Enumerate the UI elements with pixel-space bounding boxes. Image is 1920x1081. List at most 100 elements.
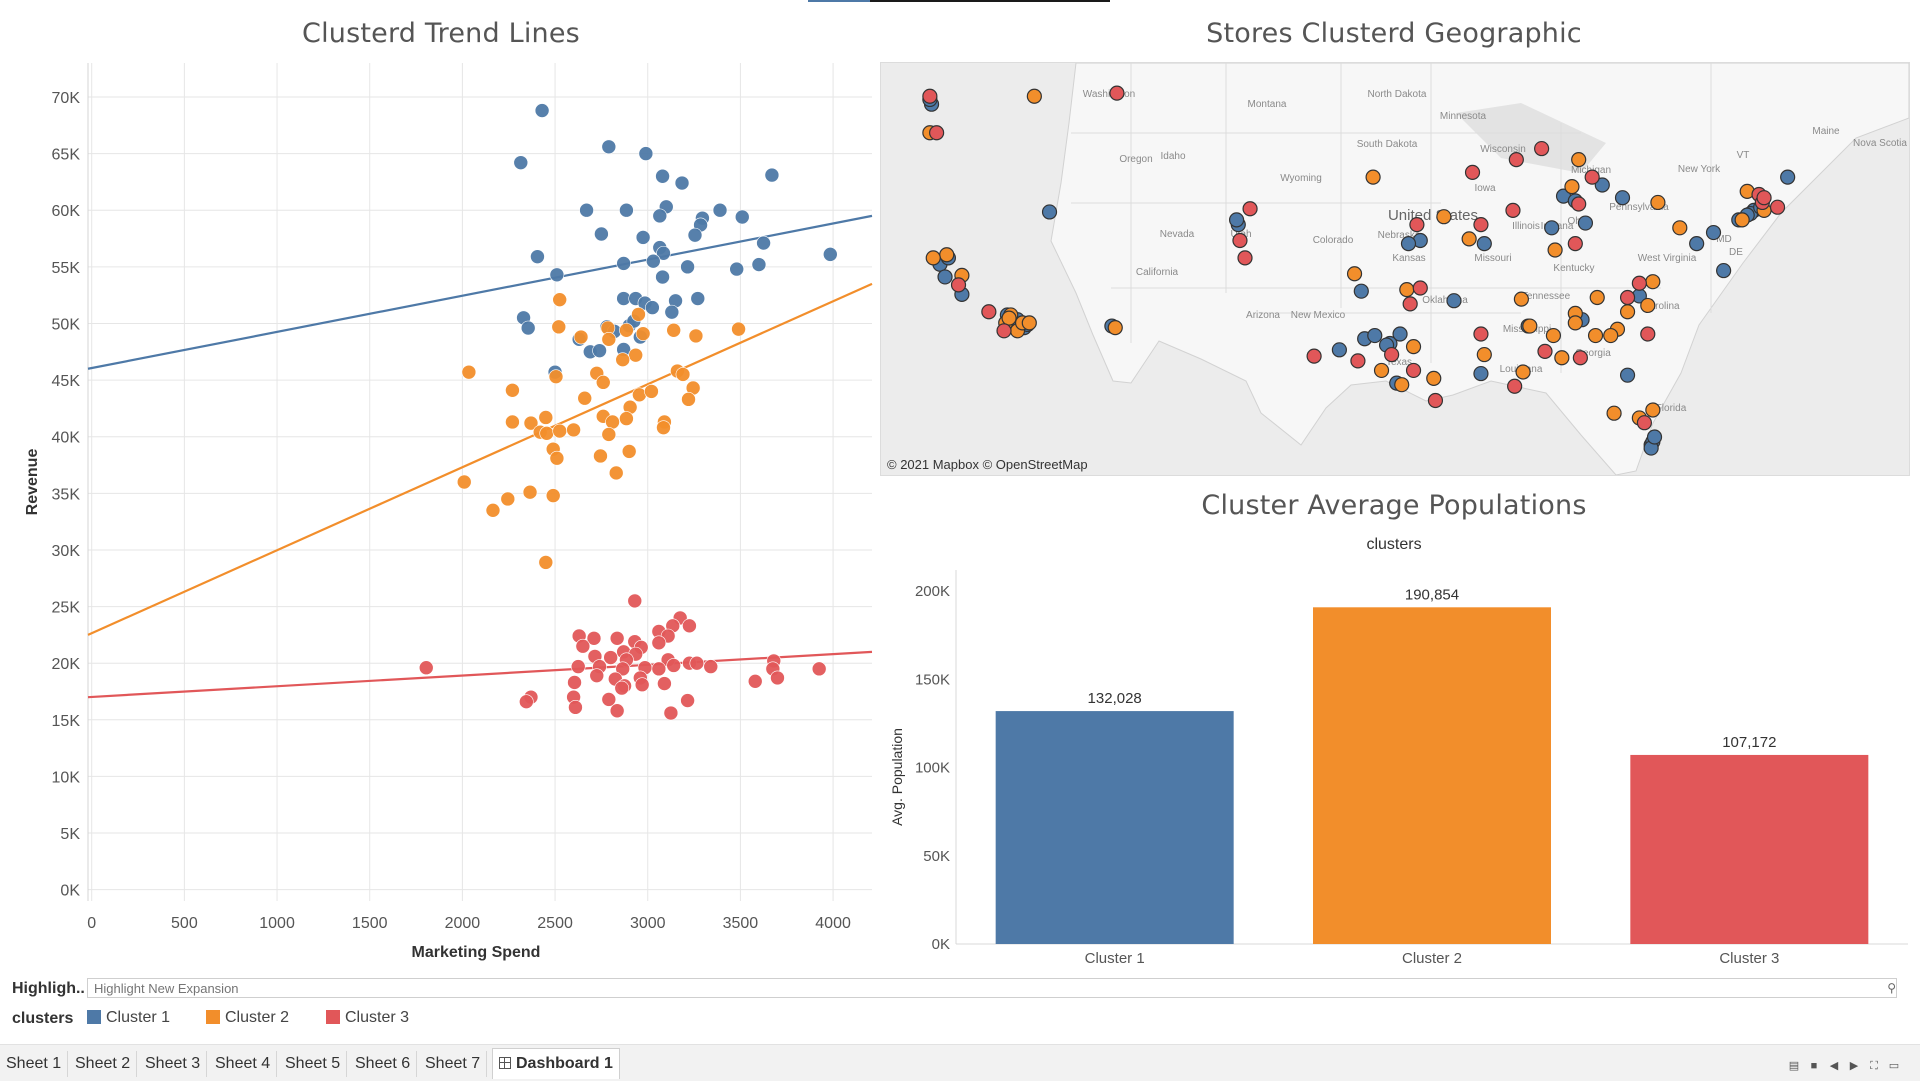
scatter-point[interactable] [645, 253, 661, 269]
scatter-point[interactable] [811, 661, 827, 677]
map-store-point[interactable] [1353, 283, 1369, 299]
scatter-point[interactable] [756, 235, 771, 251]
bar-cluster-2[interactable] [1313, 607, 1551, 944]
map-store-point[interactable] [1426, 370, 1442, 386]
map-store-point[interactable] [1232, 232, 1248, 249]
previous-icon[interactable]: ◀ [1829, 1060, 1839, 1072]
scatter-point[interactable] [652, 208, 668, 224]
scatter-point[interactable] [522, 484, 538, 500]
map-store-point[interactable] [929, 125, 945, 141]
map-store-point[interactable] [1544, 220, 1560, 236]
scatter-point[interactable] [586, 630, 602, 646]
map-store-point[interactable] [1367, 327, 1383, 344]
scatter-point[interactable] [687, 227, 703, 243]
map-store-point[interactable] [1346, 266, 1363, 282]
scatter-point[interactable] [689, 655, 705, 671]
scatter-point[interactable] [575, 638, 591, 654]
scatter-point[interactable] [601, 427, 617, 442]
map-store-point[interactable] [1589, 289, 1605, 306]
scatter-point[interactable] [651, 635, 667, 651]
scatter-point[interactable] [627, 593, 643, 609]
map-store-point[interactable] [1554, 350, 1570, 366]
scatter-point[interactable] [609, 703, 625, 719]
scatter-point[interactable] [538, 410, 554, 425]
map-store-point[interactable] [1350, 353, 1366, 369]
map-store-point[interactable] [1640, 297, 1656, 314]
scatter-point[interactable] [688, 328, 704, 344]
map-store-point[interactable] [996, 323, 1012, 339]
map-store-point[interactable] [981, 304, 997, 320]
scatter-point[interactable] [609, 630, 625, 646]
map-store-point[interactable] [1650, 194, 1666, 211]
map-store-point[interactable] [1473, 365, 1489, 382]
scatter-point[interactable] [539, 426, 555, 441]
map-store-point[interactable] [1026, 88, 1042, 104]
map-store-point[interactable] [1534, 140, 1550, 157]
scatter-point[interactable] [616, 256, 631, 271]
scatter-point[interactable] [635, 230, 651, 245]
scatter-point[interactable] [734, 209, 750, 225]
tab-sheet-7[interactable]: Sheet 7 [419, 1051, 488, 1077]
map-store-point[interactable] [1572, 350, 1588, 366]
map-store-point[interactable] [1640, 326, 1656, 342]
scatter-point[interactable] [681, 392, 696, 407]
map-store-point[interactable] [1373, 362, 1390, 379]
scatter-point[interactable] [619, 202, 634, 218]
scatter-point[interactable] [570, 659, 586, 674]
scatter-point[interactable] [703, 659, 719, 674]
legend-item-cluster-2[interactable]: Cluster 2 [206, 1009, 289, 1027]
map-store-point[interactable] [1587, 327, 1604, 344]
map-store-point[interactable] [1619, 304, 1636, 320]
map-store-point[interactable] [1041, 204, 1058, 220]
scatter-point[interactable] [589, 668, 605, 683]
scatter-point[interactable] [551, 319, 567, 335]
scatter-point[interactable] [731, 321, 746, 337]
scatter-point[interactable] [631, 307, 646, 322]
map-store-point[interactable] [1545, 327, 1562, 344]
tab-sheet-2[interactable]: Sheet 2 [69, 1051, 138, 1077]
map-store-point[interactable] [1476, 346, 1492, 363]
scatter-point[interactable] [635, 326, 651, 341]
map-store-point[interactable] [1515, 364, 1531, 380]
map-store-point[interactable] [1405, 362, 1422, 379]
bar-cluster-3[interactable] [1630, 754, 1869, 944]
tab-dashboard-1[interactable]: Dashboard 1 [492, 1048, 620, 1079]
scatter-point[interactable] [615, 352, 631, 367]
scatter-point[interactable] [534, 103, 550, 118]
presentation-icon[interactable]: ■ [1810, 1060, 1818, 1072]
scatter-point[interactable] [634, 677, 650, 693]
layout-icon[interactable]: ▤ [1788, 1060, 1800, 1072]
scatter-point[interactable] [549, 267, 565, 283]
scatter-point[interactable] [549, 450, 565, 466]
scatter-point[interactable] [657, 676, 672, 691]
scatter-point[interactable] [573, 329, 589, 345]
map-store-point[interactable] [922, 88, 938, 104]
scatter-point[interactable] [485, 503, 501, 518]
scatter-point[interactable] [666, 322, 681, 338]
scatter-point[interactable] [619, 411, 634, 426]
fullscreen-icon[interactable]: ⛶ [1870, 1060, 1878, 1072]
scatter-point[interactable] [552, 292, 567, 307]
scatter-point[interactable] [615, 661, 631, 677]
map-store-point[interactable] [1571, 152, 1587, 168]
map-store-point[interactable] [1606, 405, 1622, 421]
map-store-point[interactable] [1603, 327, 1619, 344]
scatter-point[interactable] [608, 465, 624, 481]
scatter-point[interactable] [601, 692, 617, 707]
scatter-point[interactable] [651, 661, 667, 677]
scatter-point[interactable] [764, 167, 780, 183]
scatter-point[interactable] [655, 168, 670, 184]
scatter-point[interactable] [628, 347, 643, 363]
scatter-point[interactable] [682, 618, 697, 634]
map-store-point[interactable] [1473, 326, 1489, 342]
scatter-point[interactable] [523, 415, 539, 431]
scatter-point[interactable] [655, 269, 670, 285]
map-store-point[interactable] [1384, 346, 1400, 363]
scatter-point[interactable] [579, 202, 594, 218]
tab-sheet-4[interactable]: Sheet 4 [209, 1051, 278, 1077]
map-store-point[interactable] [1567, 315, 1583, 331]
scatter-point[interactable] [603, 650, 618, 665]
map-store-point[interactable] [1405, 339, 1422, 355]
map-store-point[interactable] [1402, 296, 1418, 312]
scatter-point[interactable] [500, 491, 516, 507]
